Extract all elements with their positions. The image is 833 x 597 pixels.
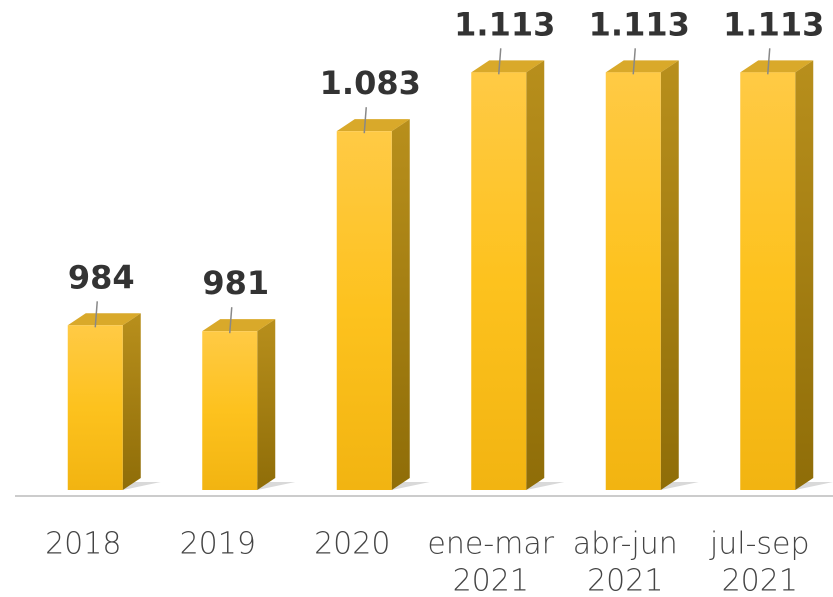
leader-line — [498, 48, 502, 75]
bar — [202, 331, 258, 490]
bar-top — [336, 119, 410, 132]
value-label: 981 — [202, 264, 269, 302]
value-label: 1.083 — [320, 64, 421, 102]
x-tick-label: 2018 — [45, 527, 121, 562]
bar — [740, 72, 796, 491]
value-label: 1.113 — [454, 5, 555, 43]
bar-top — [67, 313, 141, 326]
bar-side — [257, 319, 276, 490]
bar-top — [605, 60, 679, 73]
bar-side — [660, 60, 679, 491]
x-tick-label: jul-sep — [709, 527, 810, 562]
bar-side — [122, 313, 141, 490]
bar-side — [795, 60, 814, 491]
x-tick-label: ene-mar — [427, 527, 554, 562]
bar-top — [471, 60, 545, 73]
bar — [67, 325, 123, 490]
x-tick-label: 2021 — [722, 564, 798, 597]
value-label: 1.113 — [589, 5, 690, 43]
bar — [605, 72, 661, 491]
leader-line — [767, 48, 771, 75]
x-tick-label: abr-jun — [573, 527, 678, 562]
leader-line — [94, 301, 98, 328]
bar-top — [202, 319, 276, 332]
leader-line — [229, 307, 233, 334]
value-label: 984 — [68, 258, 135, 296]
leader-line — [363, 107, 367, 134]
leader-line — [632, 48, 636, 75]
value-label: 1.113 — [723, 5, 824, 43]
bar-side — [391, 119, 410, 491]
bar — [471, 72, 527, 491]
x-tick-label: 2019 — [180, 527, 256, 562]
bar-top — [740, 60, 814, 73]
x-tick-label: 2021 — [453, 564, 529, 597]
x-tick-label: 2021 — [587, 564, 663, 597]
x-tick-label: 2020 — [314, 527, 390, 562]
bar-side — [526, 60, 545, 491]
bar — [336, 131, 392, 490]
